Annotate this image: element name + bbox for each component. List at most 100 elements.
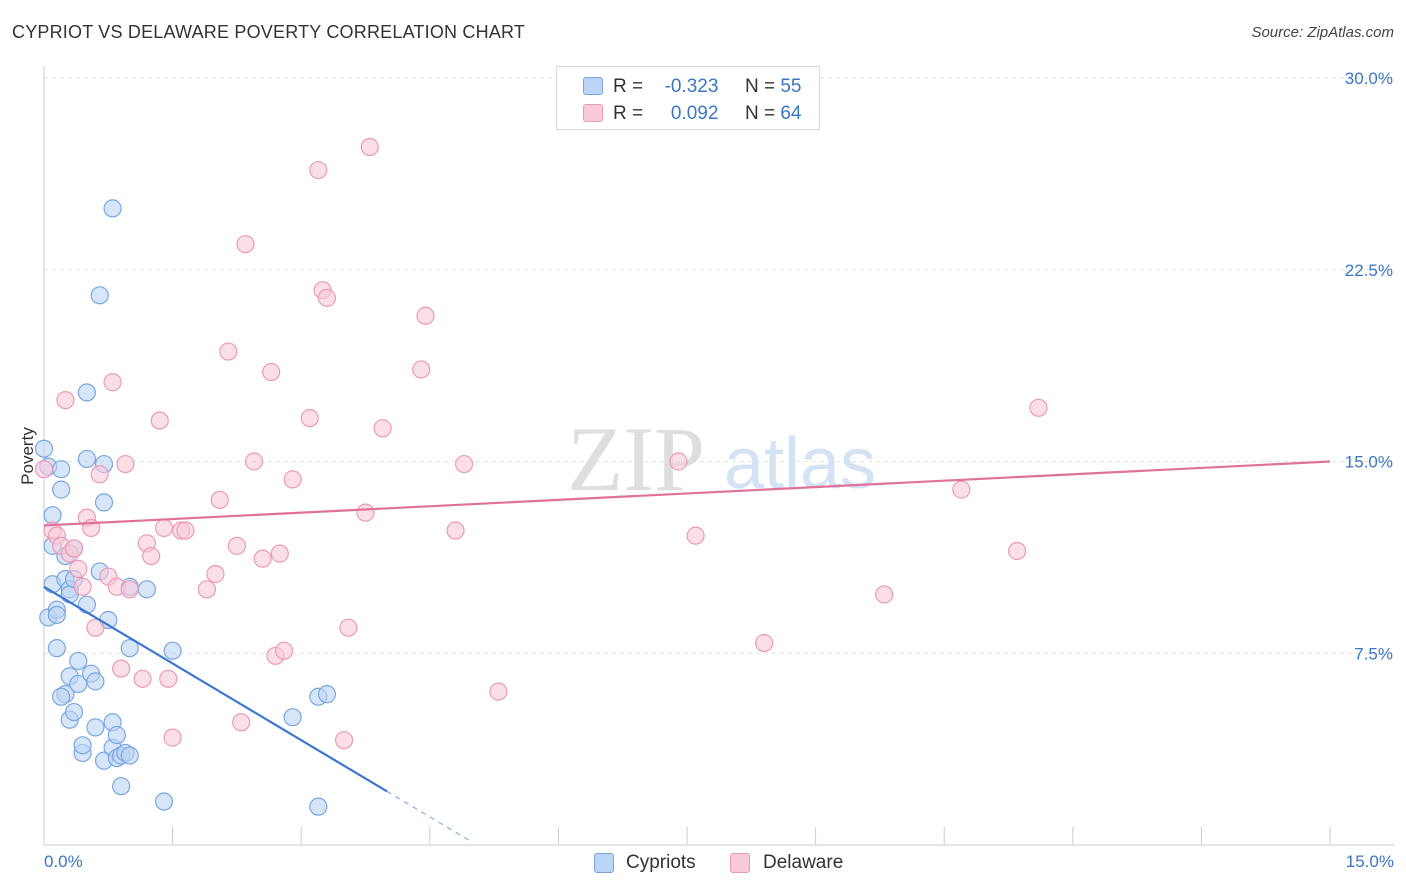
- delaware-point: [356, 503, 375, 522]
- cypriots-point: [34, 439, 54, 458]
- cypriots-point: [64, 702, 84, 722]
- delaware-legend-label: Delaware: [763, 852, 844, 873]
- y-axis-label: Poverty: [18, 427, 37, 485]
- delaware-point: [34, 460, 54, 479]
- cypriots-point: [137, 580, 156, 599]
- delaware-point: [373, 419, 392, 438]
- cypriots-point: [52, 687, 71, 706]
- delaware-point: [1007, 541, 1027, 561]
- delaware-point: [210, 490, 229, 509]
- delaware-point: [86, 618, 105, 637]
- delaware-point: [133, 669, 152, 688]
- delaware-point: [154, 518, 174, 538]
- delaware-point: [755, 633, 774, 653]
- delaware-point: [300, 408, 319, 428]
- delaware-point: [416, 306, 435, 325]
- delaware-point: [197, 580, 216, 599]
- delaware-point: [206, 564, 225, 584]
- watermark-atlas: atlas: [724, 424, 876, 504]
- delaware-point: [112, 659, 131, 678]
- delaware-trend-line: [43, 460, 1331, 527]
- delaware-point: [454, 454, 474, 474]
- cypriots-point: [47, 639, 66, 658]
- cypriots-point: [90, 286, 109, 305]
- delaware-point: [489, 682, 508, 701]
- delaware-point: [262, 362, 281, 382]
- delaware-point: [163, 728, 182, 747]
- cypriots-legend-swatch: [594, 853, 614, 873]
- delaware-point: [120, 580, 139, 599]
- y-tick-label: 7.5%: [1354, 644, 1393, 663]
- r-value: 0.092: [670, 103, 719, 124]
- cypriots-point: [107, 725, 126, 745]
- delaware-point: [1029, 398, 1048, 417]
- delaware-point: [334, 731, 354, 750]
- delaware-point: [69, 559, 88, 578]
- delaware-point: [232, 713, 251, 732]
- delaware-point: [686, 526, 705, 545]
- watermark: ZIP atlas: [567, 408, 876, 510]
- delaware-point: [219, 342, 238, 361]
- delaware-point: [159, 669, 178, 688]
- n-value: 64: [780, 103, 802, 124]
- delaware-point: [669, 452, 688, 471]
- cypriots-point: [47, 605, 66, 625]
- delaware-point: [253, 549, 272, 568]
- cypriots-point: [43, 506, 62, 525]
- cypriots-legend-label: Cypriots: [626, 852, 696, 873]
- cypriots-point: [77, 383, 96, 402]
- cypriots-point: [309, 797, 328, 816]
- delaware-point: [236, 235, 255, 254]
- delaware-point: [274, 641, 294, 660]
- delaware-point: [56, 391, 75, 410]
- delaware-point: [64, 539, 84, 558]
- delaware-point: [283, 470, 302, 489]
- delaware-legend-swatch: [730, 853, 750, 873]
- x-tick-label-max: 15.0%: [1345, 852, 1394, 871]
- cypriots-point: [120, 639, 139, 658]
- cypriots-point: [52, 480, 71, 499]
- cypriots-point: [52, 460, 71, 479]
- r-value: -0.323: [664, 76, 719, 97]
- cypriots-point: [154, 792, 174, 811]
- cypriots-point: [163, 641, 182, 660]
- cypriots-point: [103, 199, 122, 218]
- delaware-point: [317, 288, 337, 307]
- delaware-point: [270, 544, 289, 563]
- grid: [44, 77, 1394, 654]
- delaware-point: [360, 137, 379, 157]
- cypriots-point: [77, 595, 96, 614]
- cypriots-point: [77, 449, 96, 469]
- delaware-point: [103, 373, 122, 392]
- cypriots-trend-line: [43, 585, 388, 793]
- trend-lines: [43, 460, 1331, 843]
- cypriots-point: [120, 746, 139, 765]
- delaware-point: [227, 536, 246, 555]
- r-label: R =: [613, 76, 644, 97]
- delaware-point: [73, 577, 92, 596]
- cypriots-point: [73, 736, 92, 755]
- cypriots-point: [283, 708, 302, 727]
- delaware-point: [150, 411, 169, 430]
- cypriots-point: [94, 493, 114, 512]
- y-tick-label: 22.5%: [1345, 261, 1393, 280]
- delaware-point: [339, 618, 358, 637]
- n-value: 55: [780, 76, 802, 97]
- cypriots-point: [86, 718, 105, 737]
- correlation-legend: R = -0.323 N = 55 R = 0.092 N = 64: [556, 66, 820, 130]
- source-label: Source: ZipAtlas.com: [1251, 24, 1394, 41]
- delaware-point: [412, 360, 431, 379]
- delaware-point: [244, 452, 264, 471]
- cypriots-point: [69, 651, 88, 671]
- delaware-point: [309, 160, 328, 180]
- cypriots-swatch: [583, 77, 603, 95]
- delaware-point: [90, 465, 109, 484]
- chart-title: CYPRIOT VS DELAWARE POVERTY CORRELATION …: [12, 22, 526, 42]
- delaware-point: [446, 521, 465, 540]
- delaware-point: [176, 521, 195, 540]
- y-tick-label: 15.0%: [1345, 453, 1393, 472]
- cypriots-trend-extension: [386, 790, 473, 843]
- n-label: N =: [744, 103, 776, 124]
- delaware-point: [116, 454, 135, 474]
